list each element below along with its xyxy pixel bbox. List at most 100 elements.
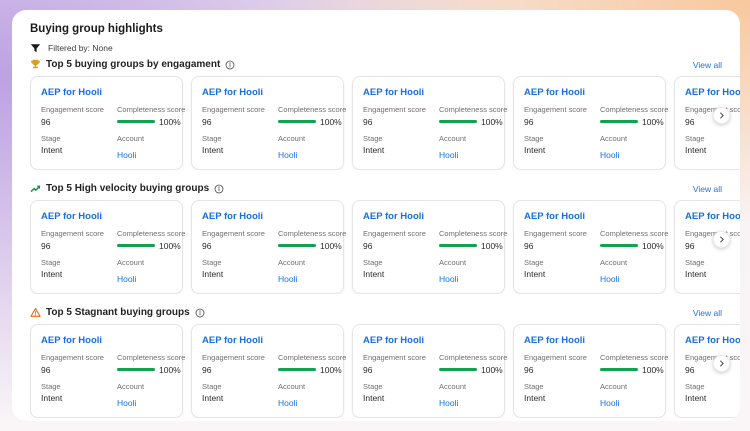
buying-group-title-link[interactable]: AEP for Hooli xyxy=(685,211,740,222)
buying-group-title-link[interactable]: AEP for Hooli xyxy=(41,211,103,222)
account-link[interactable]: Hooli xyxy=(600,398,620,408)
buying-group-card: AEP for Hooli Engagement score 96 Comple… xyxy=(352,200,507,294)
info-icon[interactable] xyxy=(214,184,224,194)
account-label: Account xyxy=(439,381,467,391)
view-all-link[interactable]: View all xyxy=(692,307,722,318)
account-label: Account xyxy=(278,133,306,143)
buying-group-title-link[interactable]: AEP for Hooli xyxy=(685,335,740,346)
engagement-score-label: Engagement score xyxy=(41,353,104,362)
account-field: Account Hooli xyxy=(278,382,346,412)
account-field: Account Hooli xyxy=(278,134,346,164)
account-link[interactable]: Hooli xyxy=(439,398,459,408)
filter-bar[interactable]: Filtered by: None xyxy=(30,42,722,54)
carousel-next-button[interactable] xyxy=(713,107,730,124)
buying-group-card: AEP for Hooli Engagement score 96 Comple… xyxy=(674,76,740,170)
buying-group-title-link[interactable]: AEP for Hooli xyxy=(524,335,586,346)
engagement-score-value: 96 xyxy=(202,240,212,251)
engagement-score-label: Engagement score xyxy=(524,229,587,238)
section-title: Top 5 Stagnant buying groups xyxy=(46,307,190,318)
stage-value: Intent xyxy=(524,145,546,155)
stage-label: Stage xyxy=(524,381,544,391)
completeness-score-value: 100% xyxy=(481,116,503,127)
buying-group-title-link[interactable]: AEP for Hooli xyxy=(202,211,264,222)
buying-group-title-link[interactable]: AEP for Hooli xyxy=(202,335,264,346)
account-link[interactable]: Hooli xyxy=(439,274,459,284)
engagement-score-label: Engagement score xyxy=(685,229,740,238)
buying-group-title-link[interactable]: AEP for Hooli xyxy=(685,87,740,98)
stage-value: Intent xyxy=(685,393,707,403)
completeness-score-label: Completeness score xyxy=(117,105,186,114)
engagement-score-value: 96 xyxy=(202,116,212,127)
account-link[interactable]: Hooli xyxy=(278,274,298,284)
stage-value: Intent xyxy=(363,145,385,155)
buying-group-title-link[interactable]: AEP for Hooli xyxy=(202,87,264,98)
account-label: Account xyxy=(600,133,628,143)
buying-group-card: AEP for Hooli Engagement score 96 Comple… xyxy=(352,76,507,170)
carousel-top-engagement: AEP for Hooli Engagement score 96 Comple… xyxy=(30,76,740,170)
buying-group-title-link[interactable]: AEP for Hooli xyxy=(41,87,103,98)
account-link[interactable]: Hooli xyxy=(439,150,459,160)
stage-value: Intent xyxy=(41,269,63,279)
engagement-score-value: 96 xyxy=(685,240,695,251)
card-fields: Engagement score 96 Completeness score 1… xyxy=(524,229,668,287)
buying-group-title-link[interactable]: AEP for Hooli xyxy=(524,87,586,98)
stage-label: Stage xyxy=(363,257,383,267)
stage-field: Stage Intent xyxy=(363,382,439,412)
account-link[interactable]: Hooli xyxy=(600,150,620,160)
account-link[interactable]: Hooli xyxy=(117,150,137,160)
engagement-score-field: Engagement score 96 xyxy=(363,229,439,251)
stage-label: Stage xyxy=(202,381,222,391)
engagement-score-label: Engagement score xyxy=(363,105,426,114)
carousel-next-button[interactable] xyxy=(713,355,730,372)
completeness-score-label: Completeness score xyxy=(278,105,347,114)
card-fields: Engagement score 96 Completeness score 1… xyxy=(202,229,346,287)
account-label: Account xyxy=(117,381,145,391)
engagement-score-value: 96 xyxy=(41,116,51,127)
stage-value: Intent xyxy=(685,145,707,155)
buying-group-card: AEP for Hooli Engagement score 96 Comple… xyxy=(30,324,185,418)
engagement-score-field: Engagement score 96 xyxy=(202,105,278,127)
engagement-score-label: Engagement score xyxy=(202,229,265,238)
sections-container: Top 5 buying groups by engagament View a… xyxy=(30,58,740,418)
section-header: Top 5 buying groups by engagament View a… xyxy=(30,58,722,71)
card-fields: Engagement score 96 Completeness score 1… xyxy=(363,353,507,412)
buying-group-title-link[interactable]: AEP for Hooli xyxy=(41,335,103,346)
card-fields: Engagement score 96 Completeness score 1… xyxy=(363,105,507,164)
account-link[interactable]: Hooli xyxy=(278,150,298,160)
buying-group-title-link[interactable]: AEP for Hooli xyxy=(363,335,425,346)
buying-group-title-link[interactable]: AEP for Hooli xyxy=(363,87,425,98)
view-all-link[interactable]: View all xyxy=(692,183,722,194)
info-icon[interactable] xyxy=(195,308,205,318)
account-label: Account xyxy=(439,257,467,267)
card-fields: Engagement score 96 Completeness score 1… xyxy=(41,229,185,287)
stage-value: Intent xyxy=(524,393,546,403)
account-link[interactable]: Hooli xyxy=(117,398,137,408)
buying-group-title-link[interactable]: AEP for Hooli xyxy=(363,211,425,222)
view-all-link[interactable]: View all xyxy=(692,59,722,70)
account-link[interactable]: Hooli xyxy=(117,274,137,284)
engagement-score-field: Engagement score 96 xyxy=(524,353,600,375)
engagement-score-label: Engagement score xyxy=(524,353,587,362)
buying-group-title-link[interactable]: AEP for Hooli xyxy=(524,211,586,222)
completeness-score-label: Completeness score xyxy=(278,229,347,238)
stage-field: Stage Intent xyxy=(363,134,439,164)
completeness-score-field: Completeness score 100% xyxy=(439,105,507,127)
completeness-progress-bar xyxy=(278,368,316,371)
carousel-next-button[interactable] xyxy=(713,231,730,248)
account-label: Account xyxy=(117,257,145,267)
account-label: Account xyxy=(439,133,467,143)
completeness-progress-bar xyxy=(117,244,155,247)
engagement-score-field: Engagement score 96 xyxy=(41,353,117,375)
stage-field: Stage Intent xyxy=(202,382,278,412)
filter-icon[interactable] xyxy=(30,43,41,54)
account-link[interactable]: Hooli xyxy=(278,398,298,408)
completeness-score-label: Completeness score xyxy=(439,105,508,114)
engagement-score-label: Engagement score xyxy=(202,105,265,114)
buying-group-card: AEP for Hooli Engagement score 96 Comple… xyxy=(191,324,346,418)
info-icon[interactable] xyxy=(225,60,235,70)
stage-label: Stage xyxy=(41,133,61,143)
account-link[interactable]: Hooli xyxy=(600,274,620,284)
account-field: Account Hooli xyxy=(600,382,668,412)
engagement-score-field: Engagement score 96 xyxy=(524,105,600,127)
card-row: AEP for Hooli Engagement score 96 Comple… xyxy=(30,76,740,170)
